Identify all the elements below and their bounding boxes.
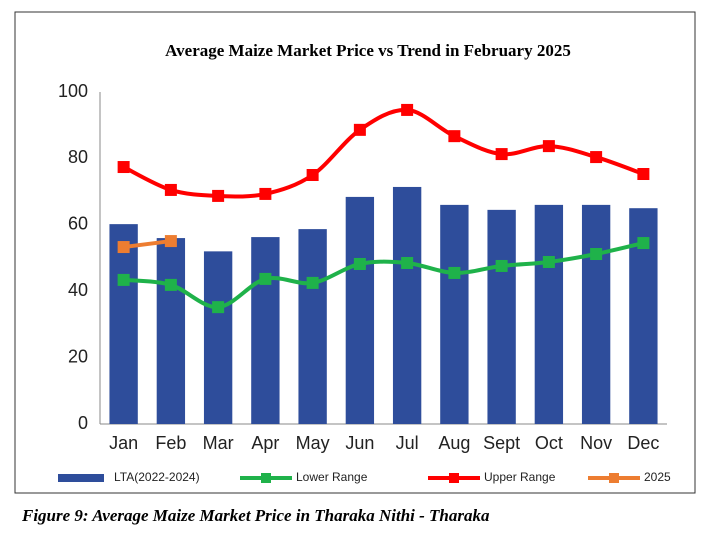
x-tick-label: Mar: [203, 433, 234, 453]
y-tick-label: 80: [68, 147, 88, 167]
chart-title: Average Maize Market Price vs Trend in F…: [165, 41, 571, 60]
legend-label: Lower Range: [296, 470, 368, 484]
y-tick-label: 40: [68, 280, 88, 300]
marker: [164, 235, 177, 248]
bar: [581, 204, 611, 424]
marker: [164, 278, 177, 291]
x-tick-label: Sept: [483, 433, 520, 453]
x-tick-label: Dec: [627, 433, 659, 453]
y-tick-label: 0: [78, 413, 88, 433]
marker: [353, 257, 366, 270]
marker: [212, 189, 225, 202]
marker: [401, 103, 414, 116]
bar: [345, 196, 375, 424]
x-tick-label: Jan: [109, 433, 138, 453]
marker: [448, 266, 461, 279]
marker: [117, 161, 130, 174]
legend-label: LTA(2022-2024): [114, 470, 200, 484]
x-tick-label: Jun: [345, 433, 374, 453]
legend-label: 2025: [644, 470, 671, 484]
x-tick-label: Jul: [396, 433, 419, 453]
x-tick-label: Aug: [438, 433, 470, 453]
legend-marker: [261, 473, 271, 483]
bar: [487, 209, 516, 424]
marker: [259, 272, 272, 285]
marker: [495, 259, 508, 272]
legend-swatch: [58, 474, 104, 482]
bar: [440, 204, 469, 424]
marker: [306, 276, 319, 289]
bar: [392, 186, 422, 424]
x-tick-label: May: [296, 433, 330, 453]
bar: [109, 224, 138, 424]
marker: [448, 130, 461, 143]
marker: [164, 183, 177, 196]
legend-label: Upper Range: [484, 470, 556, 484]
y-tick-label: 100: [58, 81, 88, 101]
x-tick-label: Feb: [155, 433, 186, 453]
marker: [353, 123, 366, 136]
y-tick-label: 60: [68, 214, 88, 234]
marker: [401, 256, 414, 269]
x-tick-label: Oct: [535, 433, 563, 453]
legend-marker: [449, 473, 459, 483]
marker: [117, 273, 130, 286]
bar: [534, 204, 564, 424]
marker: [637, 168, 650, 181]
x-tick-label: Apr: [251, 433, 279, 453]
marker: [542, 255, 555, 268]
marker: [590, 248, 603, 261]
y-tick-label: 20: [68, 346, 88, 366]
marker: [212, 301, 225, 314]
marker: [542, 140, 555, 153]
bar: [156, 238, 186, 424]
marker: [590, 151, 603, 164]
legend-marker: [609, 473, 619, 483]
marker: [306, 169, 319, 181]
marker: [117, 241, 130, 254]
x-tick-label: Nov: [580, 433, 612, 453]
bar: [203, 251, 233, 424]
marker: [495, 148, 508, 161]
marker: [637, 237, 650, 250]
bar: [298, 229, 327, 424]
marker: [259, 187, 272, 200]
bar: [251, 237, 280, 424]
figure-caption: Figure 9: Average Maize Market Price in …: [21, 506, 490, 525]
